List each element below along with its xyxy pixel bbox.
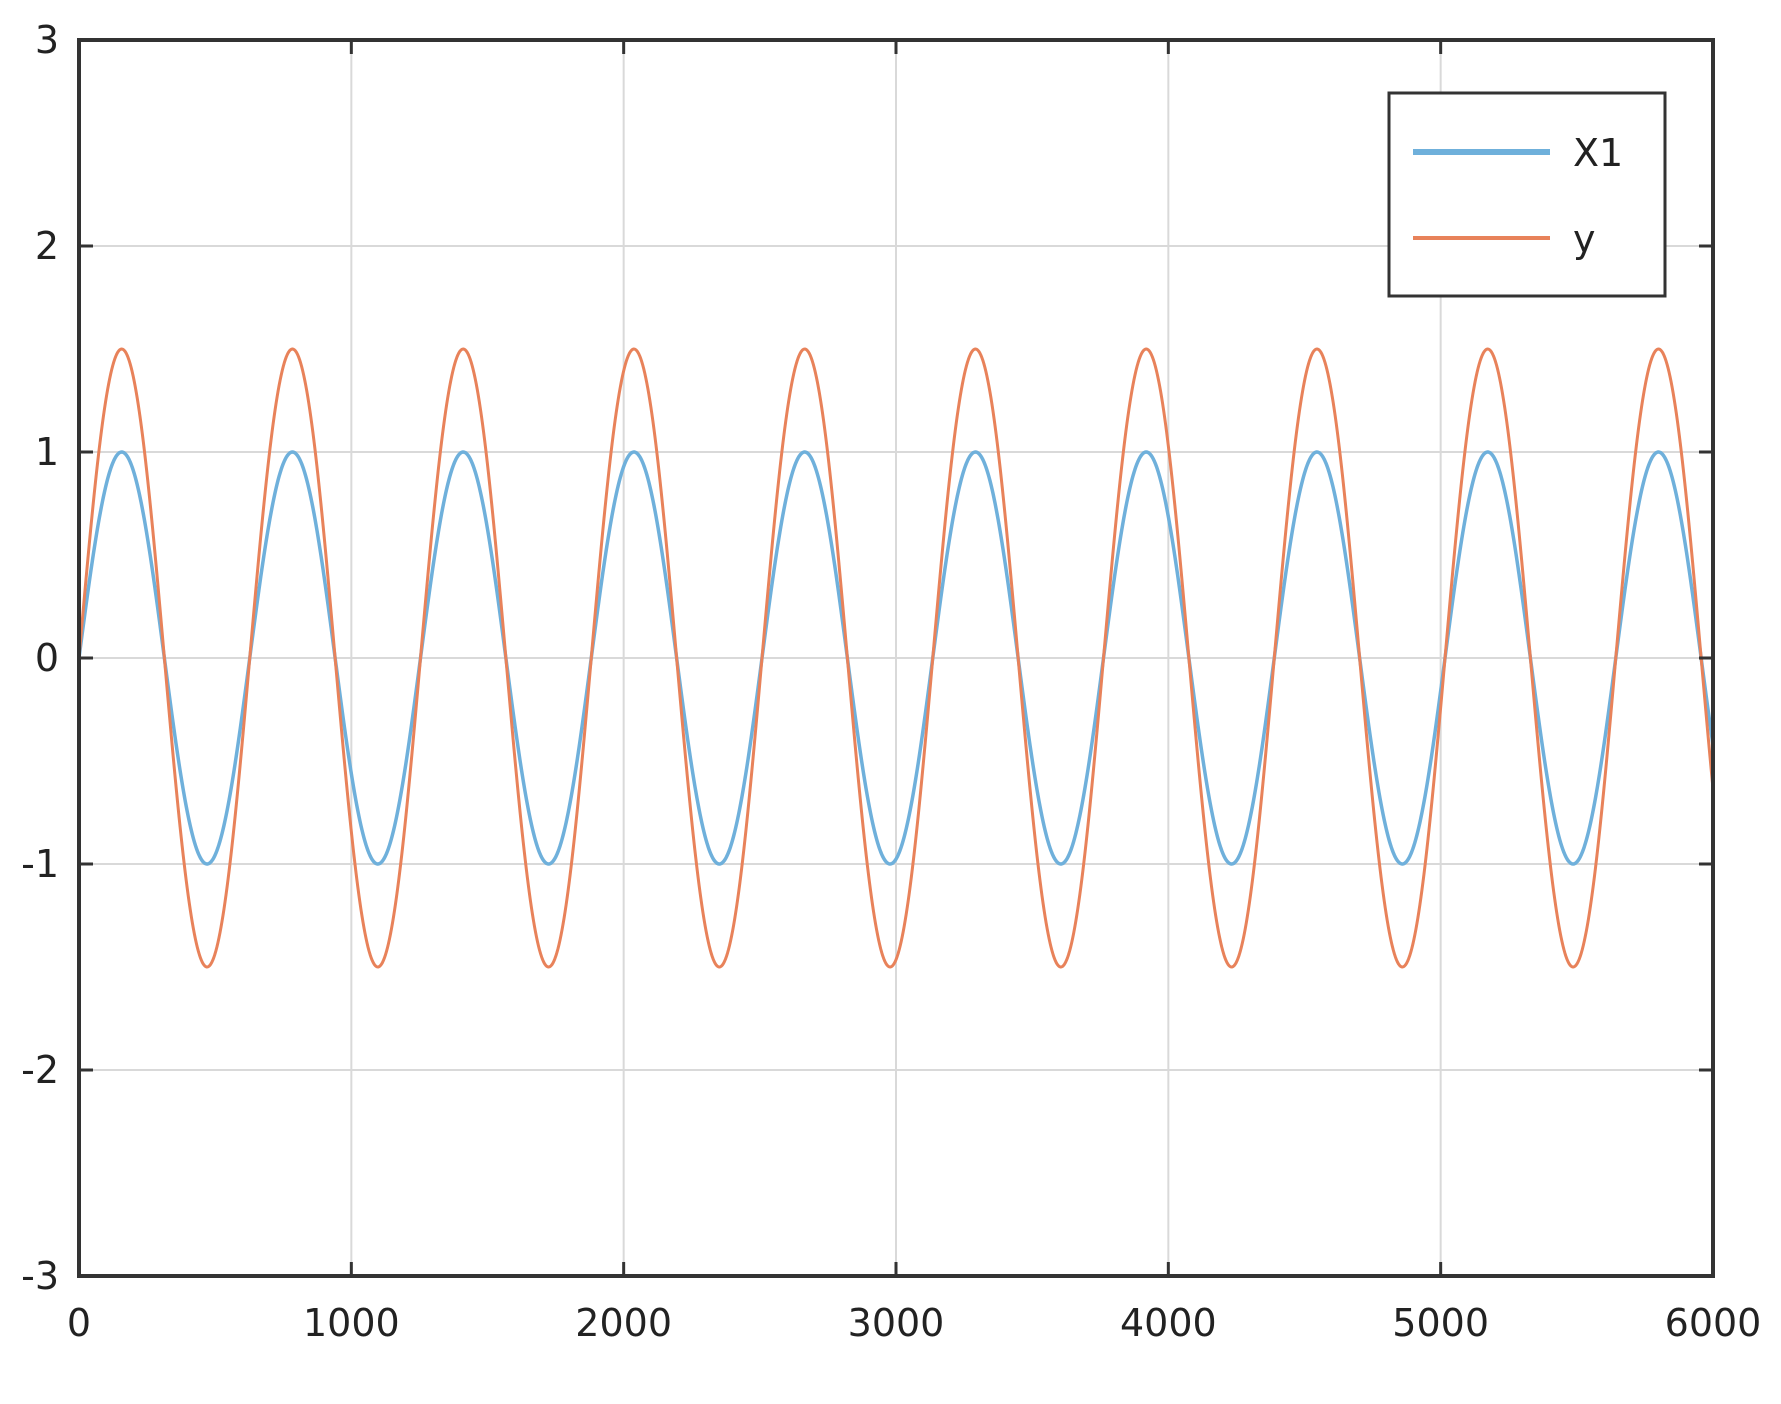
x-tick-label-6000: 6000 (1665, 1301, 1762, 1345)
legend-label-y: y (1573, 217, 1596, 261)
x-tick-label-4000: 4000 (1120, 1301, 1217, 1345)
x-tick-label-3000: 3000 (848, 1301, 945, 1345)
legend: X1 y (1387, 91, 1667, 298)
series-group (77, 347, 1715, 969)
y-tick-label--2: -2 (21, 1048, 59, 1092)
y-tick-label--1: -1 (21, 842, 59, 886)
y-tick-label-0: 0 (35, 636, 59, 680)
y-tick-label-2: 2 (35, 224, 59, 268)
y-tick-label-3: 3 (35, 18, 59, 62)
tick-labels: 0 1000 2000 3000 4000 5000 6000 -3 -2 -1 0 1 2 3 (21, 18, 1761, 1345)
y-tick-label-1: 1 (35, 430, 59, 474)
x-tick-label-1000: 1000 (303, 1301, 400, 1345)
x-tick-label-0: 0 (67, 1301, 91, 1345)
x-tick-label-5000: 5000 (1392, 1301, 1489, 1345)
y-tick-label--3: -3 (21, 1254, 59, 1298)
legend-label-x1: X1 (1573, 131, 1623, 175)
x-tick-label-2000: 2000 (575, 1301, 672, 1345)
legend-box (1387, 91, 1667, 298)
tick-marks (77, 38, 1715, 1278)
series-line-y (77, 347, 1715, 969)
